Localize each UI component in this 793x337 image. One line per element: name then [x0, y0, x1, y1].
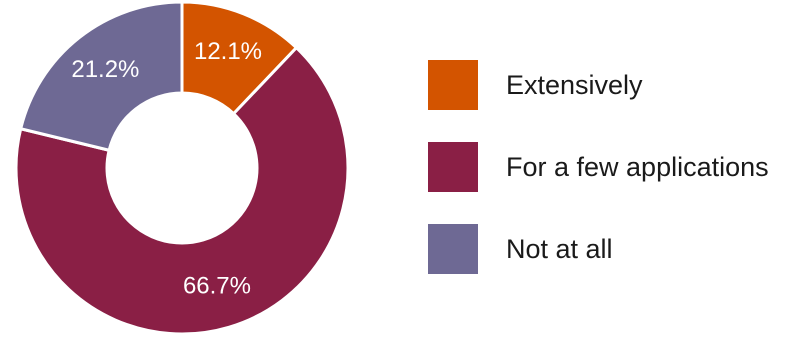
- slice-value-label-0: 12.1%: [194, 38, 262, 65]
- legend: Extensively For a few applications Not at …: [428, 60, 769, 306]
- legend-swatch-1: [428, 142, 478, 192]
- slice-value-label-2: 21.2%: [71, 56, 139, 83]
- legend-label-2: Not at all: [506, 233, 613, 264]
- legend-item-2: Not at all: [428, 224, 769, 274]
- donut-chart: 12.1% 66.7% 21.2%: [14, 0, 350, 336]
- slice-value-label-1: 66.7%: [183, 272, 251, 299]
- legend-item-0: Extensively: [428, 60, 769, 110]
- legend-label-1: For a few applications: [506, 151, 769, 182]
- legend-label-0: Extensively: [506, 69, 643, 100]
- donut-slice-2: [18, 0, 184, 153]
- legend-swatch-0: [428, 60, 478, 110]
- donut-slice-1: [14, 45, 350, 336]
- legend-item-1: For a few applications: [428, 142, 769, 192]
- legend-swatch-2: [428, 224, 478, 274]
